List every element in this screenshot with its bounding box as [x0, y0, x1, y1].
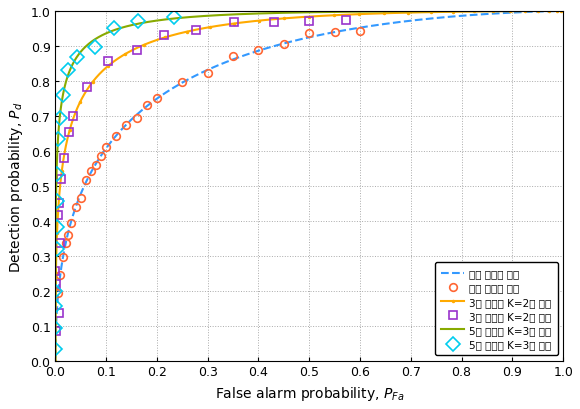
- Line: 5개 사용자 K=3인 실험: 5개 사용자 K=3인 실험: [50, 13, 179, 354]
- 5개 사용자 K=3인 실험: [56, 117, 63, 121]
- 5개 사용자 K=3인 실험: [111, 27, 118, 31]
- 단일 사용자 실험: [123, 123, 130, 128]
- 3개 사용자 K=2인 이론: [559, 9, 566, 14]
- 5개 사용자 K=3인 실험: [52, 304, 59, 309]
- 5개 사용자 K=3인 실험: [54, 225, 61, 229]
- 5개 사용자 K=3인 이론: [198, 15, 205, 20]
- 단일 사용자 실험: [88, 169, 95, 174]
- 단일 사용자 실험: [82, 178, 89, 183]
- 3개 사용자 K=2인 실험: [55, 213, 61, 218]
- Line: 단일 사용자 이론: 단일 사용자 이론: [55, 12, 563, 358]
- 단일 사용자 실험: [113, 134, 120, 139]
- 단일 사용자 실험: [280, 43, 287, 47]
- 3개 사용자 K=2인 실험: [53, 329, 60, 334]
- 단일 사용자 실험: [62, 241, 69, 246]
- 단일 사용자 실험: [97, 154, 104, 159]
- 3개 사용자 K=2인 실험: [230, 20, 237, 25]
- 3개 사용자 K=2인 이론: [52, 358, 59, 363]
- 단일 사용자 실험: [143, 103, 150, 108]
- 단일 사용자 실험: [204, 72, 211, 76]
- 5개 사용자 K=3인 이론: [52, 358, 59, 363]
- 3개 사용자 K=2인 실험: [84, 85, 90, 90]
- 3개 사용자 K=2인 실험: [56, 200, 63, 205]
- Line: 3개 사용자 K=2인 실험: 3개 사용자 K=2인 실험: [51, 16, 350, 335]
- 5개 사용자 K=3인 실험: [59, 94, 66, 99]
- Y-axis label: Detection probability, $P_d$: Detection probability, $P_d$: [7, 101, 25, 272]
- Line: 단일 사용자 실험: 단일 사용자 실험: [54, 28, 364, 297]
- 단일 사용자 실험: [55, 291, 61, 296]
- 단일 사용자 실험: [357, 29, 364, 34]
- 3개 사용자 K=2인 이론: [92, 76, 99, 81]
- 5개 사용자 K=3인 실험: [52, 289, 59, 294]
- 5개 사용자 K=3인 이론: [560, 9, 567, 14]
- 5개 사용자 K=3인 실험: [55, 137, 62, 142]
- 5개 사용자 K=3인 이론: [237, 13, 244, 18]
- 3개 사용자 K=2인 이론: [250, 20, 257, 25]
- 단일 사용자 실험: [255, 49, 262, 54]
- 3개 사용자 K=2인 실험: [305, 20, 312, 25]
- 5개 사용자 K=3인 이론: [72, 58, 79, 63]
- 단일 사용자 실험: [60, 255, 67, 260]
- 3개 사용자 K=2인 실험: [70, 114, 77, 119]
- 단일 사용자 실험: [331, 31, 338, 36]
- 3개 사용자 K=2인 실험: [52, 269, 59, 274]
- 5개 사용자 K=3인 실험: [52, 326, 59, 331]
- 5개 사용자 K=3인 실험: [53, 199, 60, 204]
- 3개 사용자 K=2인 실험: [56, 310, 63, 315]
- 단일 사용자 이론: [549, 10, 556, 15]
- 3개 사용자 K=2인 실험: [104, 59, 111, 64]
- 3개 사용자 K=2인 실험: [57, 178, 64, 182]
- 5개 사용자 K=3인 실험: [53, 247, 60, 252]
- 5개 사용자 K=3인 실험: [53, 173, 60, 178]
- 단일 사용자 실험: [92, 163, 99, 168]
- 5개 사용자 K=3인 이론: [551, 9, 558, 14]
- 3개 사용자 K=2인 실험: [56, 241, 63, 246]
- 단일 사용자 실험: [230, 54, 237, 59]
- 3개 사용자 K=2인 실험: [66, 130, 72, 135]
- 단일 사용자 실험: [103, 145, 110, 150]
- 단일 사용자 실험: [306, 31, 313, 36]
- 5개 사용자 K=3인 실험: [65, 69, 72, 74]
- 3개 사용자 K=2인 실험: [53, 282, 60, 287]
- 단일 사용자 이론: [110, 137, 117, 142]
- 단일 사용자 실험: [57, 272, 64, 277]
- 단일 사용자 이론: [495, 12, 502, 17]
- Line: 5개 사용자 K=3인 이론: 5개 사용자 K=3인 이론: [55, 12, 563, 361]
- 5개 사용자 K=3인 이론: [560, 9, 567, 14]
- 5개 사용자 K=3인 실험: [171, 16, 178, 20]
- 단일 사용자 실험: [154, 97, 161, 101]
- 3개 사용자 K=2인 실험: [161, 34, 168, 38]
- 5개 사용자 K=3인 실험: [135, 19, 142, 24]
- 3개 사용자 K=2인 실험: [270, 20, 277, 25]
- 3개 사용자 K=2인 이론: [70, 116, 77, 121]
- 5개 사용자 K=3인 실험: [92, 45, 99, 50]
- 3개 사용자 K=2인 실험: [342, 18, 349, 23]
- 3개 사용자 K=2인 이론: [560, 9, 567, 14]
- 3개 사용자 K=2인 이론: [536, 9, 543, 14]
- 단일 사용자 실험: [72, 205, 79, 210]
- 5개 사용자 K=3인 실험: [74, 55, 81, 60]
- 단일 사용자 실험: [179, 80, 186, 85]
- 단일 사용자 실험: [64, 233, 71, 238]
- 3개 사용자 K=2인 실험: [133, 48, 140, 53]
- 5개 사용자 K=3인 이론: [58, 101, 65, 106]
- 단일 사용자 이론: [52, 356, 59, 361]
- 단일 사용자 실험: [67, 221, 74, 226]
- 단일 사용자 이론: [246, 52, 253, 57]
- 단일 사용자 이론: [140, 107, 147, 112]
- 3개 사용자 K=2인 실험: [61, 157, 68, 162]
- X-axis label: False alarm probability, $P_{Fa}$: False alarm probability, $P_{Fa}$: [215, 384, 404, 402]
- 단일 사용자 이론: [269, 45, 276, 50]
- 3개 사용자 K=2인 실험: [192, 28, 199, 33]
- 단일 사용자 실험: [77, 196, 84, 200]
- 3개 사용자 K=2인 이론: [218, 24, 225, 29]
- Legend: 단일 사용자 이론, 단일 사용자 실험, 3개 사용자 K=2인 이론, 3개 사용자 K=2인 실험, 5개 사용자 K=3인 이론, 5개 사용자 K=3: 단일 사용자 이론, 단일 사용자 실험, 3개 사용자 K=2인 이론, 3개…: [435, 263, 558, 355]
- 단일 사용자 이론: [559, 9, 566, 14]
- 5개 사용자 K=3인 실험: [52, 346, 59, 351]
- Line: 3개 사용자 K=2인 이론: 3개 사용자 K=2인 이론: [53, 10, 565, 363]
- 단일 사용자 실험: [133, 116, 140, 121]
